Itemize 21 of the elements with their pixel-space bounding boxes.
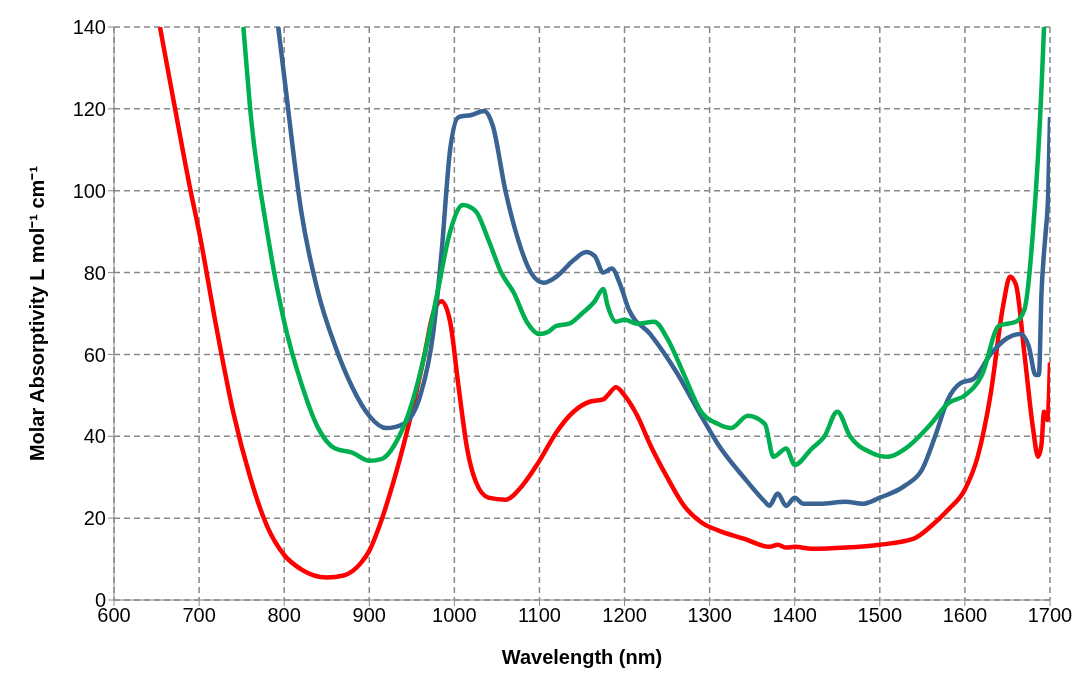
x-tick-label: 1700 — [1027, 604, 1073, 627]
y-tick-label: 100 — [72, 179, 106, 202]
x-tick-label: 800 — [267, 604, 301, 627]
y-tick-label: 60 — [83, 343, 106, 366]
x-tick-label: 900 — [352, 604, 386, 627]
y-axis-title: Molar Absorptivity L mol⁻¹ cm⁻¹ — [26, 165, 49, 462]
x-tick-label: 1500 — [857, 604, 903, 627]
x-tick-label: 1000 — [432, 604, 477, 627]
x-tick-label: 1400 — [772, 604, 817, 627]
y-tick-label: 120 — [72, 97, 106, 120]
y-tick-label: 20 — [83, 507, 106, 530]
x-tick-label: 1300 — [687, 604, 732, 627]
y-tick-label: 40 — [83, 425, 106, 448]
x-axis-title: Wavelength (nm) — [501, 646, 663, 669]
y-tick-label: 80 — [83, 261, 106, 284]
line-series — [157, 27, 1050, 580]
x-tick-label: 1600 — [942, 604, 988, 627]
x-tick-label: 1200 — [602, 604, 647, 627]
x-tick-label: 1100 — [517, 604, 561, 627]
x-tick-label: 700 — [182, 604, 216, 627]
y-tick-label: 140 — [72, 16, 106, 39]
